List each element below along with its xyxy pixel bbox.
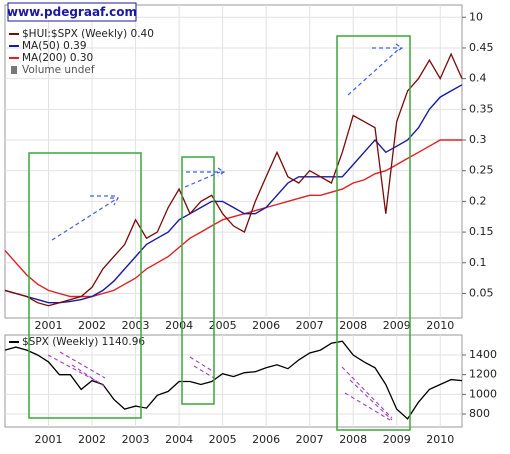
- x-tick-label: 2007: [296, 433, 324, 446]
- x-tick-label: 2001: [35, 433, 63, 446]
- x-tick-label: 2010: [426, 433, 454, 446]
- y-tick-label: 1200: [469, 368, 497, 381]
- box: [336, 35, 411, 431]
- y-tick-label: 0.3: [469, 133, 487, 146]
- legend-label: MA(200) 0.30: [22, 52, 93, 64]
- site-badge: [7, 2, 137, 22]
- y-tick-label: 10: [469, 10, 483, 23]
- x-tick-label: 2003: [122, 433, 150, 446]
- y-tick-label: 0.1: [469, 256, 487, 269]
- series-line: [4, 52, 463, 307]
- y-tick-label: 0.05: [469, 286, 494, 299]
- highlight-boxes: [28, 35, 411, 431]
- legend-label: $SPX (Weekly) 1140.96: [22, 336, 145, 348]
- x-tick-label: 2004: [165, 319, 193, 332]
- legend-icon: [11, 66, 17, 74]
- site: www.pdegraaf.com: [7, 5, 137, 19]
- arrow: [189, 356, 215, 379]
- annotation: Volume undef: [22, 64, 95, 76]
- y-tick-label: 800: [469, 407, 490, 420]
- y-tick-label: 0.15: [469, 225, 494, 238]
- x-tick-label: 2009: [383, 319, 411, 332]
- arrow: [47, 351, 106, 387]
- x-tick-label: 2008: [339, 433, 367, 446]
- x-tick-label: 2002: [78, 433, 106, 446]
- plot-area: [4, 4, 463, 319]
- box: [28, 152, 142, 419]
- legend-label: MA(50) 0.39: [22, 40, 87, 52]
- x-tick-label: 2008: [339, 319, 367, 332]
- series-line: [4, 84, 463, 304]
- y-tick-label: 0.2: [469, 194, 487, 207]
- arrows: [47, 351, 393, 421]
- x-tick-label: 2003: [122, 319, 150, 332]
- y-tick-label: 1000: [469, 387, 497, 400]
- arrows: [51, 43, 404, 241]
- y-tick-label: 1400: [469, 348, 497, 361]
- x-tick-label: 2006: [252, 319, 280, 332]
- x-tick-label: 2007: [296, 319, 324, 332]
- series-line: [4, 340, 463, 420]
- x-tick-label: 2005: [209, 319, 237, 332]
- arrow: [51, 197, 120, 241]
- x-tick-label: 2006: [252, 433, 280, 446]
- y-tick-label: 0.45: [469, 41, 494, 54]
- y-tick-label: 0.4: [469, 72, 487, 85]
- x-tick-label: 2001: [35, 319, 63, 332]
- y-tick-label: 0.25: [469, 164, 494, 177]
- y-tick-label: 0.35: [469, 102, 494, 115]
- x-tick-label: 2004: [165, 433, 193, 446]
- legend-label: $HUI:$SPX (Weekly) 0.40: [22, 28, 154, 40]
- box: [181, 156, 215, 405]
- arrow: [184, 167, 226, 188]
- arrow: [347, 43, 404, 96]
- x-tick-label: 2002: [78, 319, 106, 332]
- plot-area: [4, 334, 463, 428]
- x-tick-label: 2010: [426, 319, 454, 332]
- x-tick-label: 2009: [383, 433, 411, 446]
- x-tick-label: 2005: [209, 433, 237, 446]
- arrow: [341, 366, 393, 421]
